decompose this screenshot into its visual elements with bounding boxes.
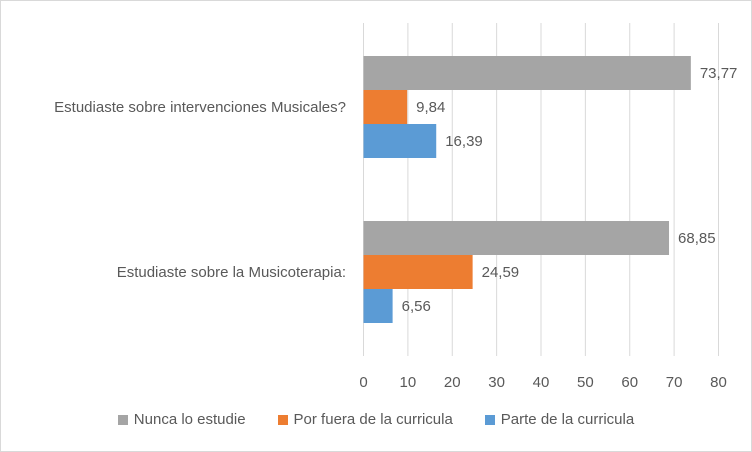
x-tick-label: 80 <box>710 374 727 391</box>
category-label: Estudiaste sobre la Musicoterapia: <box>117 264 346 281</box>
x-tick-label: 50 <box>577 374 594 391</box>
legend-label: Por fuera de la curricula <box>293 411 453 428</box>
x-tick-label: 60 <box>621 374 638 391</box>
bar <box>363 221 670 255</box>
bar <box>363 90 408 124</box>
bar <box>363 289 393 323</box>
x-tick-label: 20 <box>444 374 461 391</box>
legend-item: Nunca lo estudie <box>117 411 246 428</box>
category-label: Estudiaste sobre intervenciones Musicale… <box>54 99 346 116</box>
x-tick-label: 30 <box>488 374 505 391</box>
legend-item: Parte de la curricula <box>484 411 635 428</box>
legend-label: Nunca lo estudie <box>133 411 246 428</box>
x-tick-label: 10 <box>400 374 417 391</box>
legend-swatch <box>277 414 288 425</box>
bar <box>363 56 691 90</box>
data-label: 6,56 <box>402 298 431 315</box>
x-tick-label: 0 <box>359 374 367 391</box>
legend-label: Parte de la curricula <box>500 411 635 428</box>
legend-item: Por fuera de la curricula <box>277 411 453 428</box>
data-label: 73,77 <box>700 65 738 82</box>
bar <box>363 255 473 289</box>
x-tick-label: 70 <box>666 374 683 391</box>
legend-swatch <box>484 414 495 425</box>
data-label: 68,85 <box>678 230 716 247</box>
data-label: 16,39 <box>445 133 483 150</box>
plot-area: 0 10 20 30 40 50 60 70 80 Estudiaste sobre interv… <box>54 23 738 391</box>
data-label: 24,59 <box>482 264 520 281</box>
legend-swatch <box>117 414 128 425</box>
legend: Nunca lo estudie Por fuera de la curricul… <box>1 411 751 428</box>
bar <box>363 124 437 158</box>
data-label: 9,84 <box>416 99 445 116</box>
x-tick-label: 40 <box>533 374 550 391</box>
